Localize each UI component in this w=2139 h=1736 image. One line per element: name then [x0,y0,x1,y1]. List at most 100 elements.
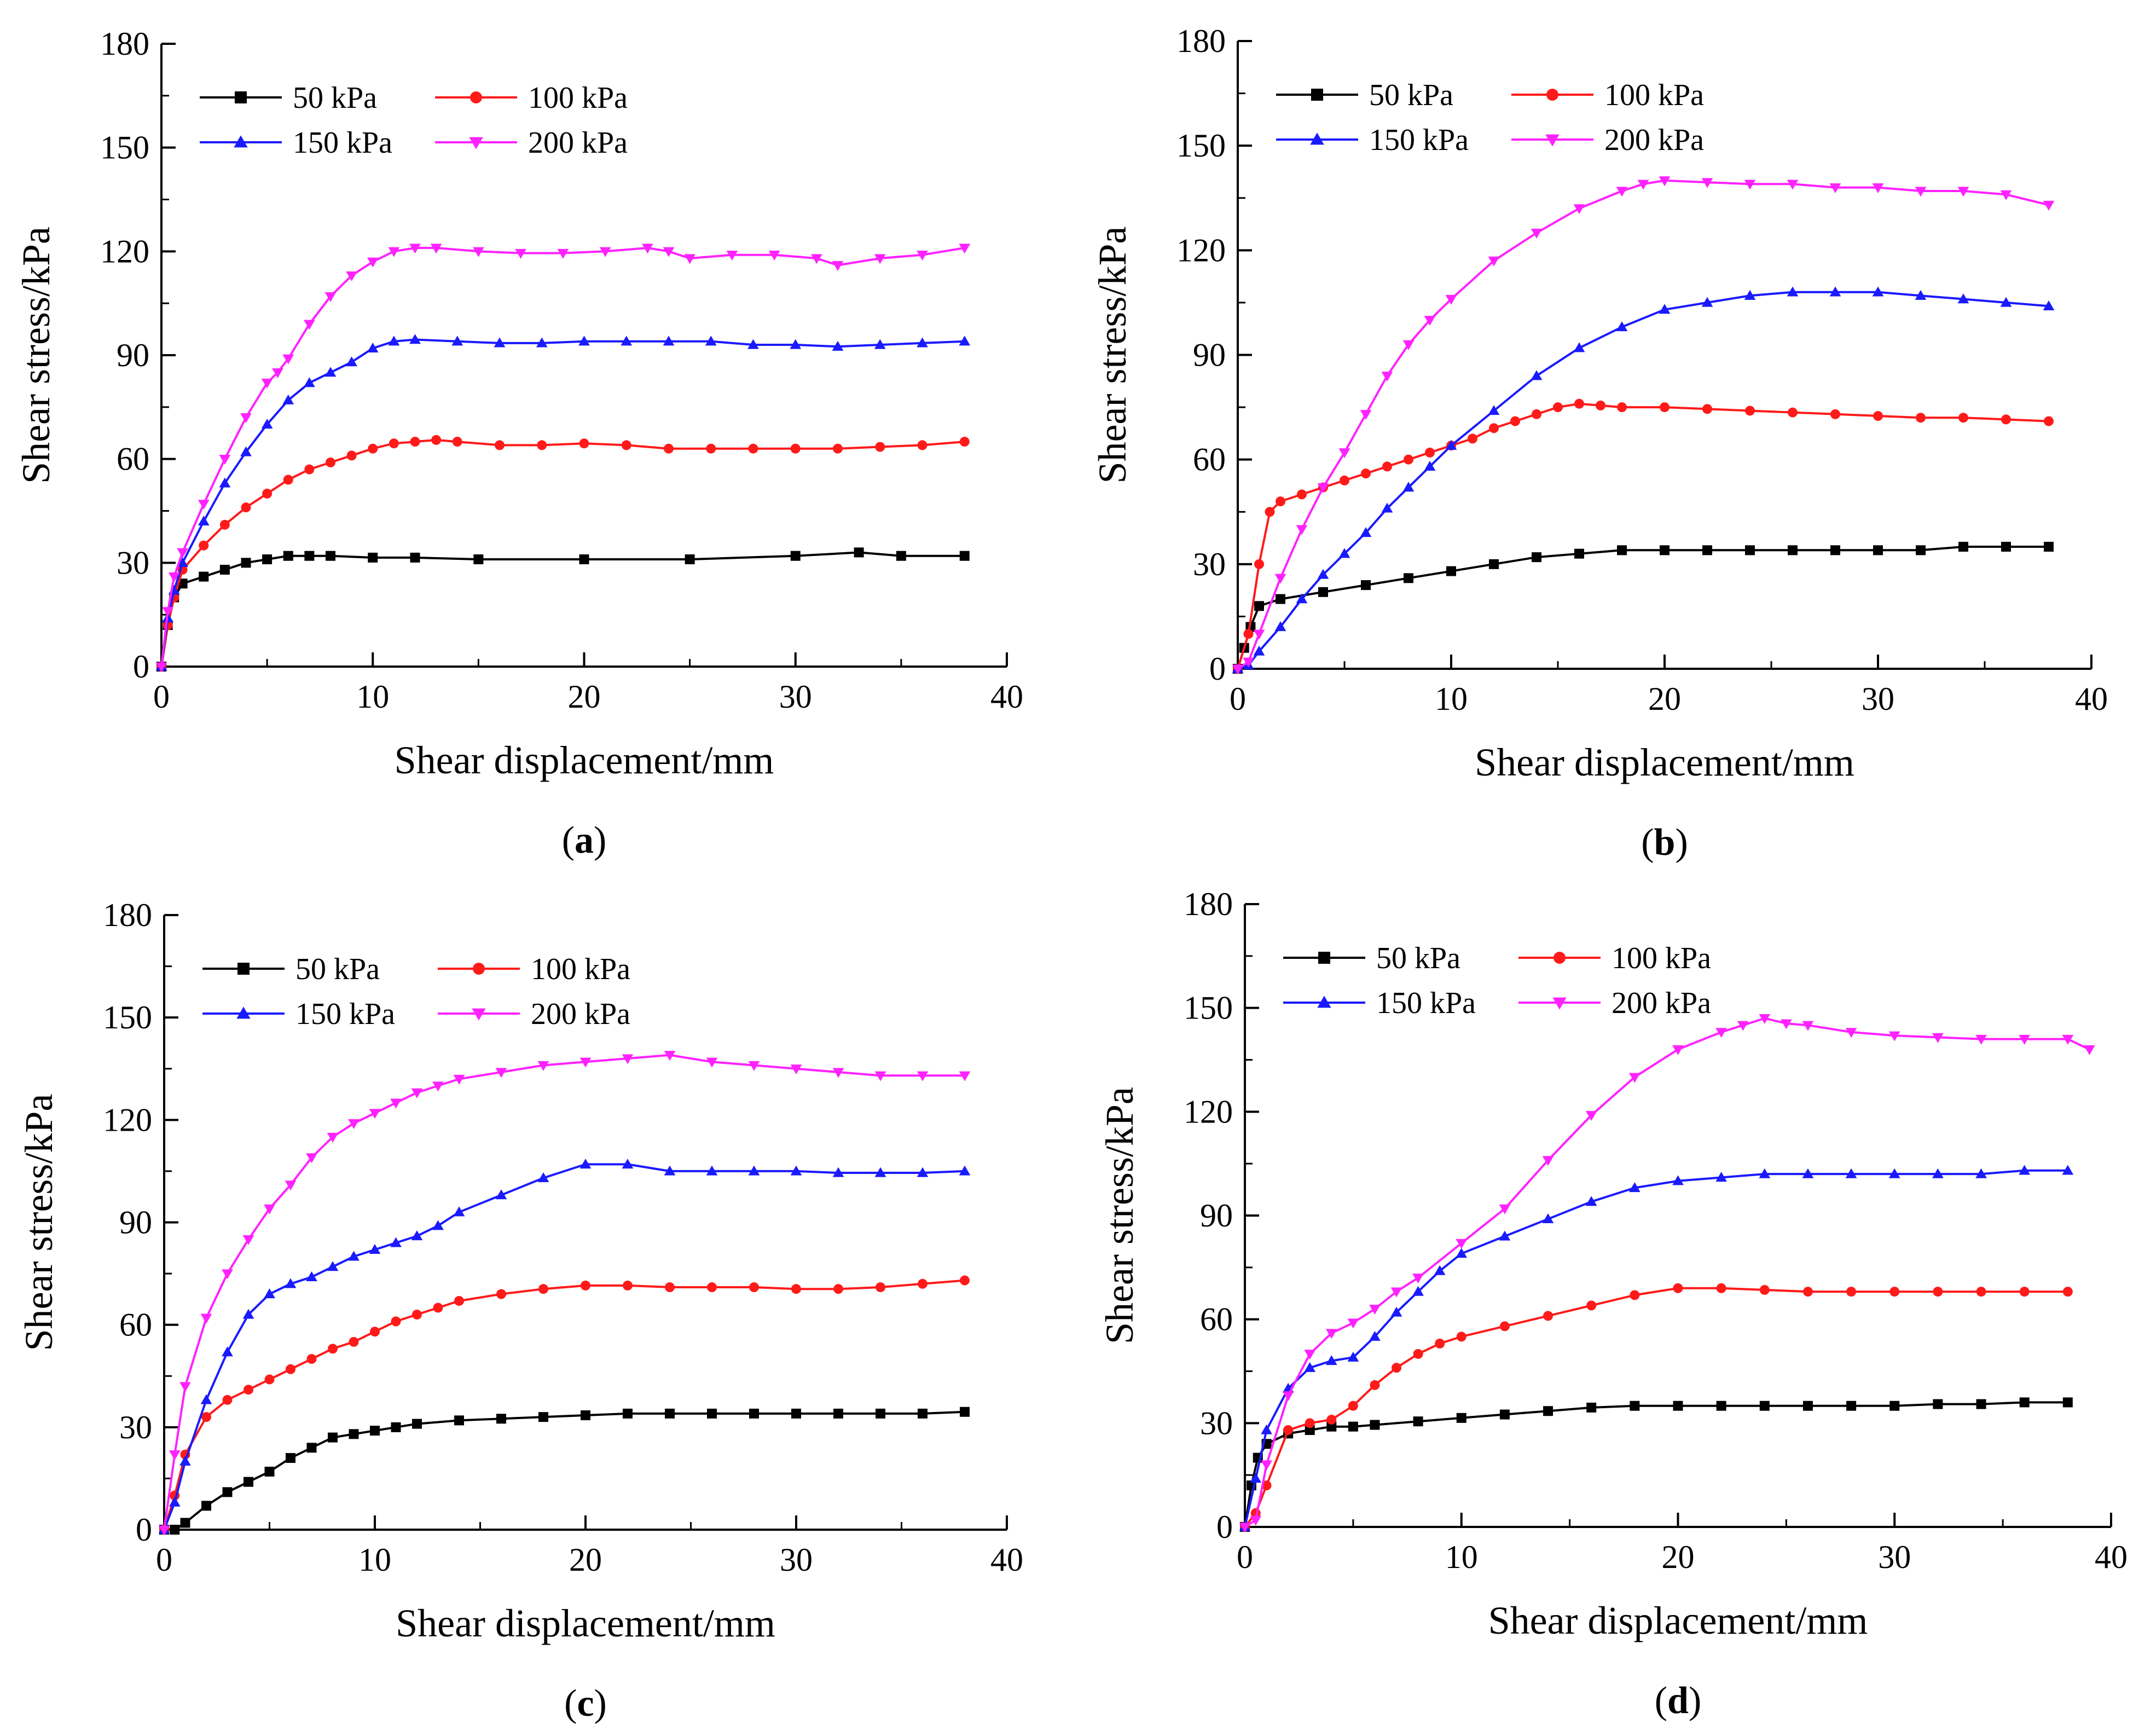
data-point-50-kpa [579,554,589,565]
data-point-100-kpa [1574,398,1584,409]
panel-c: 0 10 20 30 40 0 30 60 90 120 150 180 50 kPa 100 kPa 1… [17,897,1023,1725]
data-point-50-kpa [1846,1401,1857,1411]
data-point-100-kpa [452,437,462,447]
data-point-200-kpa [1672,1045,1684,1055]
data-point-200-kpa [1360,410,1372,420]
data-point-100-kpa [391,1316,401,1327]
legend-item-150-kpa: 150 kPa [200,126,392,160]
data-point-50-kpa [1933,1399,1943,1409]
data-point-150-kpa [874,1167,886,1177]
data-point-200-kpa [285,1181,297,1191]
data-point-100-kpa [1543,1311,1553,1321]
data-point-100-kpa [1916,413,1926,423]
legend-item-100-kpa: 100 kPa [1518,941,1711,975]
legend-marker-150-kpa [1310,132,1324,145]
caption-letter: b [1654,821,1676,864]
data-point-200-kpa [1445,294,1457,305]
series-line-100-kpa [1237,402,2049,669]
data-point-150-kpa [411,1230,423,1241]
data-point-100-kpa [1510,416,1520,426]
data-point-200-kpa [832,261,844,271]
legend-label: 200 kPa [1612,986,1711,1020]
data-point-200-kpa [1573,204,1585,215]
data-point-100-kpa [1499,1321,1510,1332]
x-tick-label: 0 [156,1542,172,1578]
x-tick-label: 30 [1862,681,1894,717]
data-point-100-kpa [791,1284,801,1294]
legend-marker-100-kpa [473,963,485,975]
series-line-150-kpa [160,338,965,667]
data-point-50-kpa [201,1501,211,1511]
x-axis-title: Shear displacement/mm [1488,1599,1868,1642]
data-point-200-kpa [1637,180,1649,190]
data-point-150-kpa [264,1288,275,1299]
data-point-100-kpa [262,488,273,499]
data-point-150-kpa [578,335,590,346]
data-point-200-kpa [684,254,695,264]
data-point-50-kpa [876,1408,885,1419]
data-point-200-kpa [1829,183,1841,193]
x-tick-label: 40 [990,679,1023,715]
data-point-200-kpa [1542,1156,1554,1166]
data-point-50-kpa [1660,545,1670,555]
y-tick-label: 30 [1193,546,1226,582]
y-tick-label: 120 [1176,232,1226,268]
data-point-50-kpa [368,552,378,563]
data-point-150-kpa [327,1261,339,1271]
data-point-100-kpa [2062,1287,2073,1297]
x-tick-label: 40 [990,1542,1023,1578]
data-point-200-kpa [2043,200,2055,211]
y-tick-label: 0 [136,1512,152,1548]
series-line-200-kpa [160,247,965,667]
data-point-200-kpa [388,247,400,257]
data-point-200-kpa [1456,1239,1468,1249]
data-point-100-kpa [706,443,716,454]
legend-marker-150-kpa [236,1006,251,1019]
legend-marker-200-kpa [1552,997,1567,1010]
panel-caption: (a) [562,819,607,861]
data-point-100-kpa [1553,402,1563,413]
data-point-50-kpa [1586,1402,1597,1413]
data-point-100-kpa [1702,404,1712,414]
legend-label: 50 kPa [293,81,377,115]
data-point-200-kpa [430,244,442,254]
data-point-100-kpa [959,437,970,447]
x-tick-label: 30 [780,1542,813,1578]
data-point-150-kpa [179,1455,191,1466]
data-point-50-kpa [790,551,801,561]
x-tick-label: 10 [358,1542,391,1578]
data-point-200-kpa [304,320,315,330]
data-point-200-kpa [2084,1045,2095,1055]
data-point-200-kpa [1915,187,1927,197]
data-point-150-kpa [1915,290,1927,300]
data-point-100-kpa [748,443,758,454]
data-point-50-kpa [538,1412,548,1422]
data-point-200-kpa [169,1450,181,1461]
plot-area: 0 10 20 30 40 0 30 60 90 120 150 180 [100,26,1023,715]
panel-caption: (b) [1641,821,1688,864]
y-tick-label: 30 [119,1409,152,1445]
data-point-200-kpa [1253,629,1265,640]
data-point-150-kpa [1585,1196,1597,1206]
data-point-200-kpa [1250,1515,1262,1526]
series-line-50-kpa [160,551,965,667]
data-point-100-kpa [495,440,505,450]
data-point-50-kpa [496,1414,506,1424]
data-point-200-kpa [261,378,273,389]
data-point-100-kpa [1361,468,1371,479]
data-point-200-kpa [240,413,252,424]
legend-label: 200 kPa [531,997,630,1031]
y-tick-label: 150 [103,999,152,1035]
data-point-200-kpa [1975,1034,1987,1045]
legend-item-100-kpa: 100 kPa [435,81,628,115]
data-point-150-kpa [348,1251,360,1261]
data-point-150-kpa [1975,1168,1987,1178]
y-axis-title: Shear stress/kPa [17,1094,61,1351]
data-point-150-kpa [169,1496,181,1507]
data-point-100-kpa [707,1282,717,1293]
data-point-150-kpa [219,477,231,488]
data-point-100-kpa [1617,402,1627,413]
data-point-200-kpa [2062,1034,2074,1045]
data-point-150-kpa [1872,286,1884,297]
